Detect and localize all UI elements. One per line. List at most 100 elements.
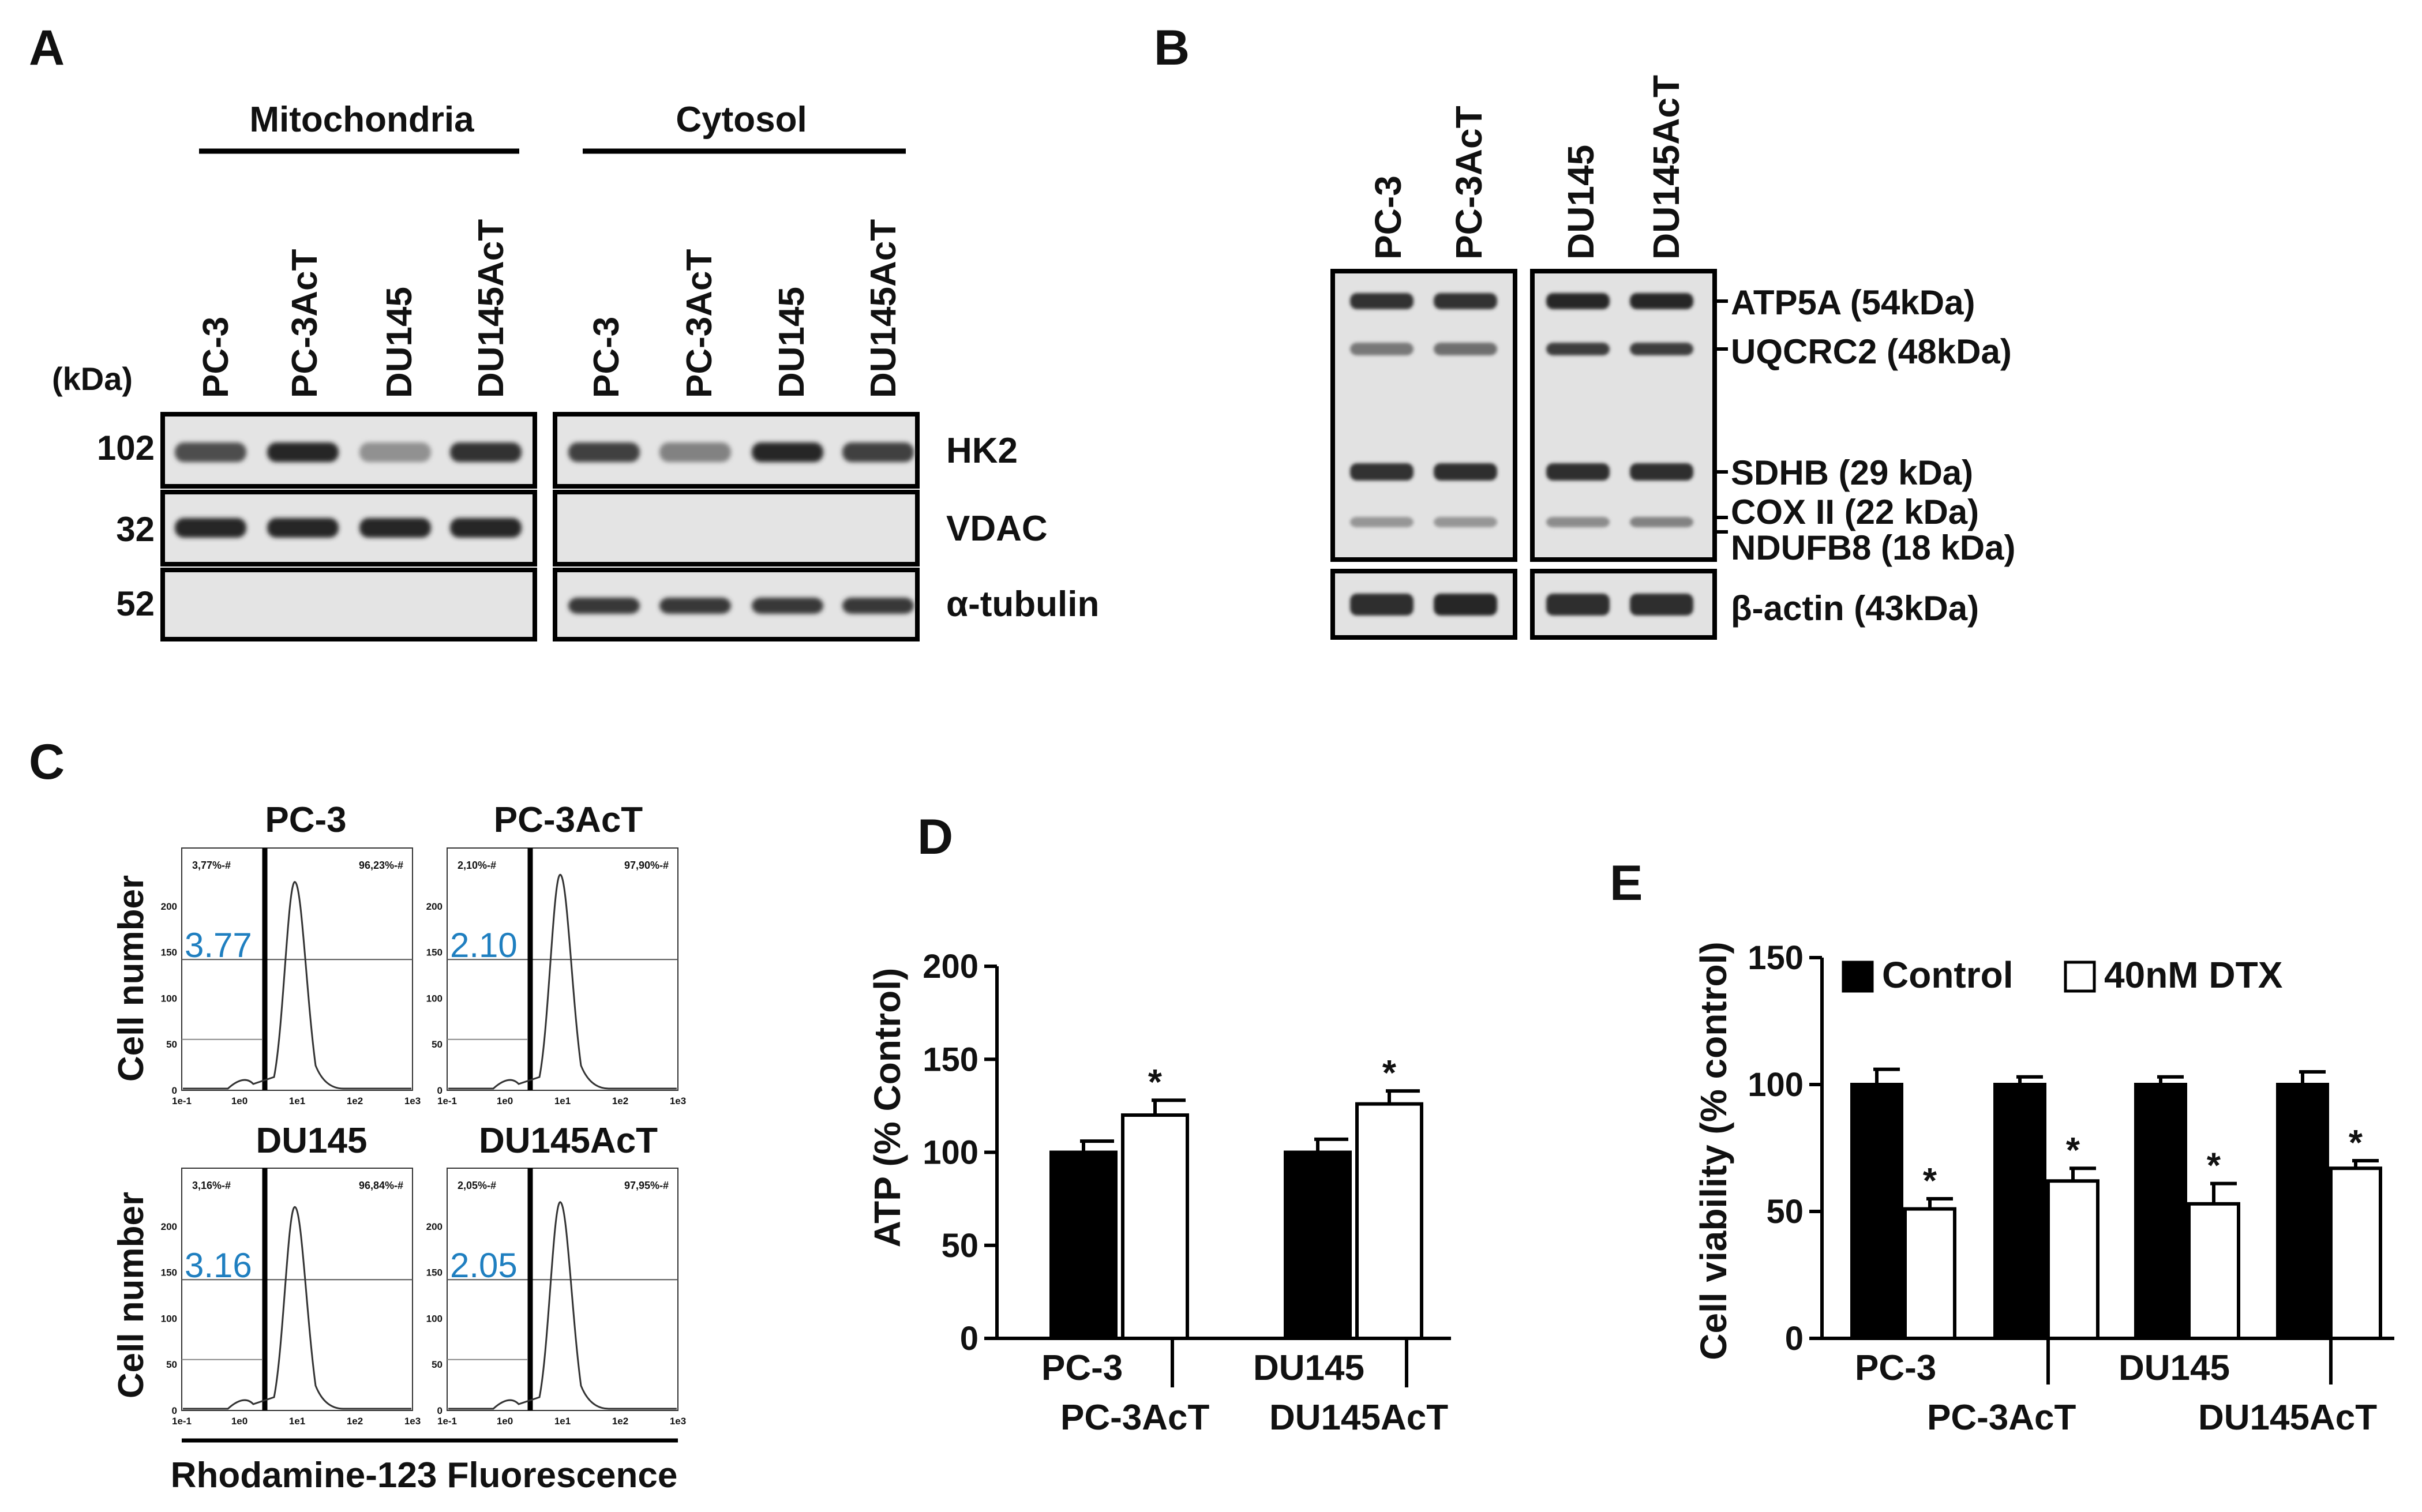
marker-32: 32 bbox=[116, 510, 155, 549]
flow-xtick-label: 1e0 bbox=[231, 1416, 248, 1427]
band-vdac-2 bbox=[267, 518, 339, 538]
chart-e-bar-control-4 bbox=[2276, 1083, 2329, 1340]
flow-ytick-label: 0 bbox=[437, 1405, 443, 1416]
band-cox2-4 bbox=[1630, 517, 1693, 527]
band-alpha-tubulin-7 bbox=[752, 598, 823, 614]
chart-d-xlabel-1: PC-3 bbox=[1041, 1348, 1123, 1388]
flow-ytick-label: 200 bbox=[161, 1221, 177, 1232]
flow-gate-right-label: 97,90%-# bbox=[624, 860, 669, 871]
chart-d-xlabel-4: DU145AcT bbox=[1269, 1398, 1448, 1438]
chart-d-xlabel-2: PC-3AcT bbox=[1060, 1398, 1210, 1438]
blot-box-oxphos-right bbox=[1530, 269, 1717, 562]
band-hk2-4 bbox=[450, 442, 522, 462]
flow-xtick-label: 1e1 bbox=[289, 1095, 305, 1106]
panel-letter-e: E bbox=[1610, 856, 1643, 911]
lane-label-a-1: PC-3 bbox=[196, 317, 236, 398]
band-alpha-tubulin-8 bbox=[842, 598, 914, 614]
flow-ytick-label: 50 bbox=[166, 1039, 177, 1050]
lane-label-b-1: PC-3 bbox=[1367, 175, 1409, 260]
band-sdhb-3 bbox=[1546, 463, 1610, 481]
flow-xtick-label: 1e1 bbox=[289, 1416, 305, 1427]
band-actin-1 bbox=[1350, 594, 1414, 616]
flow-ytick-label: 0 bbox=[437, 1085, 443, 1096]
band-hk2-7 bbox=[752, 442, 823, 462]
legend-swatch-control bbox=[1842, 961, 1874, 993]
flow-ytick-label: 100 bbox=[161, 1313, 177, 1324]
flow-gate-left-label: 3,16%-# bbox=[192, 1180, 231, 1191]
lane-label-a-2: PC-3AcT bbox=[285, 249, 325, 398]
flow-ytick-label: 100 bbox=[161, 993, 177, 1004]
flow-gate-left-label: 3,77%-# bbox=[192, 860, 231, 871]
protein-label-tubulin: α-tubulin bbox=[946, 584, 1099, 624]
band-alpha-tubulin-6 bbox=[659, 598, 731, 614]
flow-xtick-label: 1e3 bbox=[404, 1416, 421, 1427]
group-label-mitochondria: Mitochondria bbox=[249, 100, 474, 140]
chart-d-bar-2 bbox=[1121, 1113, 1189, 1340]
band-vdac-1 bbox=[175, 518, 246, 538]
protein-label-hk2: HK2 bbox=[946, 431, 1018, 471]
chart-d-plot: 0 50 100 150 200 * * PC-3 PC-3AcT DU145 DU145AcT bbox=[923, 948, 1451, 1438]
flow-plot-du145: 3,16%-# 96,84%-# 3.16 0 50 100 150 200 1e-1 1e0 1e… bbox=[161, 1168, 421, 1427]
flow-ytick-label: 150 bbox=[161, 1267, 177, 1278]
flow-xtick-label: 1e1 bbox=[554, 1095, 571, 1106]
flow-title-du145: DU145 bbox=[256, 1121, 368, 1161]
flow-ytick-label: 200 bbox=[426, 901, 443, 912]
chart-e-xlabel-4: DU145AcT bbox=[2198, 1398, 2377, 1438]
flow-histogram bbox=[448, 1201, 677, 1410]
flow-histogram bbox=[183, 881, 411, 1090]
chart-e-bar-dtx-2-significance: * bbox=[2066, 1131, 2080, 1170]
flow-xtick-label: 1e-1 bbox=[437, 1416, 457, 1427]
flow-gate-right-label: 97,95%-# bbox=[624, 1180, 669, 1191]
flow-ytick-label: 100 bbox=[426, 1313, 443, 1324]
lane-label-a-6: PC-3AcT bbox=[680, 249, 719, 398]
flow-xtick-label: 1e2 bbox=[612, 1416, 628, 1427]
flow-xtick-label: 1e1 bbox=[554, 1416, 571, 1427]
flow-gate-left-label: 2,05%-# bbox=[458, 1180, 496, 1191]
band-atp5a-2 bbox=[1434, 293, 1497, 309]
chart-e-bar-dtx-3 bbox=[2187, 1202, 2240, 1341]
lane-label-a-3: DU145 bbox=[380, 287, 419, 398]
band-sdhb-2 bbox=[1434, 463, 1497, 481]
protein-label-ndufb8: NDUFB8 (18 kDa) bbox=[1731, 528, 2015, 567]
flow-ytick-label: 150 bbox=[426, 947, 443, 958]
flow-ytick-label: 0 bbox=[172, 1405, 177, 1416]
flow-xtick-label: 1e0 bbox=[497, 1416, 513, 1427]
band-actin-4 bbox=[1630, 594, 1693, 616]
chart-e-ytick-label: 0 bbox=[1785, 1320, 1804, 1357]
panel-c: PC-3 PC-3AcT DU145 DU145AcT Cell number … bbox=[111, 800, 686, 1495]
band-uqcrc2-1 bbox=[1350, 343, 1414, 355]
flow-frame bbox=[181, 1168, 413, 1411]
chart-e-ytick-label: 50 bbox=[1766, 1193, 1804, 1230]
flow-title-du145act: DU145AcT bbox=[479, 1121, 658, 1161]
flow-ytick-label: 50 bbox=[432, 1359, 443, 1370]
band-atp5a-4 bbox=[1630, 293, 1693, 309]
band-atp5a-3 bbox=[1546, 293, 1610, 309]
legend-swatch-dtx bbox=[2064, 961, 2096, 993]
blot-box-tubulin-mito bbox=[160, 568, 537, 641]
flow-xtick-label: 1e2 bbox=[347, 1095, 363, 1106]
band-actin-2 bbox=[1434, 594, 1497, 616]
flow-ytick-label: 50 bbox=[432, 1039, 443, 1050]
chart-d-ytick-label: 0 bbox=[960, 1320, 978, 1357]
band-sdhb-1 bbox=[1350, 463, 1414, 481]
legend-label-control: Control bbox=[1882, 954, 2014, 996]
chart-e-bar-control-3 bbox=[2134, 1083, 2187, 1340]
flow-gate-right-label: 96,84%-# bbox=[359, 1180, 403, 1191]
band-alpha-tubulin-5 bbox=[568, 598, 640, 614]
chart-d-ylabel: ATP (% Control) bbox=[867, 968, 908, 1248]
band-hk2-2 bbox=[267, 442, 339, 462]
flow-ytick-label: 150 bbox=[426, 1267, 443, 1278]
chart-d-ytick-label: 50 bbox=[941, 1227, 978, 1265]
flow-xtick-label: 1e-1 bbox=[172, 1095, 192, 1106]
flow-ytick-label: 200 bbox=[426, 1221, 443, 1232]
band-uqcrc2-2 bbox=[1434, 343, 1497, 355]
panel-e: Cell viability (% control) Control 40nM … bbox=[1693, 939, 2394, 1438]
panel-b: PC-3 PC-3AcT DU145 DU145AcT ATP5A (54kDa… bbox=[1330, 75, 2015, 640]
flow-title-pc3: PC-3 bbox=[265, 800, 346, 840]
chart-e-ytick-label: 100 bbox=[1748, 1066, 1804, 1104]
chart-d-ytick-label: 100 bbox=[923, 1134, 978, 1172]
group-label-cytosol: Cytosol bbox=[676, 100, 807, 140]
flow-histogram bbox=[183, 1206, 411, 1410]
lane-label-a-5: PC-3 bbox=[587, 317, 627, 398]
